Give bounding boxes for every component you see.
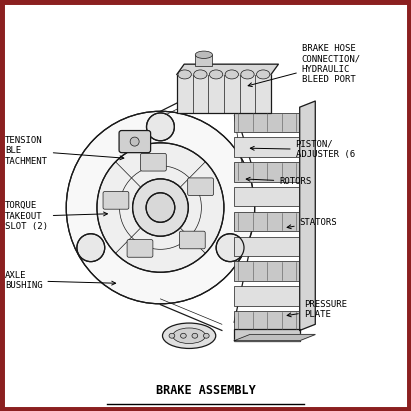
Bar [234, 311, 300, 330]
Ellipse shape [173, 328, 206, 344]
Polygon shape [300, 101, 315, 330]
FancyBboxPatch shape [141, 153, 166, 171]
FancyBboxPatch shape [103, 192, 129, 209]
Text: TENSION
BLE
TACHMENT: TENSION BLE TACHMENT [5, 136, 124, 166]
Ellipse shape [133, 179, 188, 236]
Ellipse shape [216, 234, 244, 262]
Ellipse shape [192, 333, 198, 338]
Text: STATORS: STATORS [287, 218, 337, 229]
FancyBboxPatch shape [188, 178, 213, 196]
Ellipse shape [146, 113, 174, 141]
Ellipse shape [210, 70, 223, 79]
Bar [195, 55, 212, 66]
Ellipse shape [130, 137, 139, 146]
FancyBboxPatch shape [119, 131, 150, 152]
Ellipse shape [162, 323, 216, 349]
Ellipse shape [195, 51, 212, 58]
Bar [234, 113, 300, 132]
Bar [234, 261, 300, 281]
Ellipse shape [178, 70, 192, 79]
Ellipse shape [97, 143, 224, 272]
FancyBboxPatch shape [179, 231, 205, 249]
Bar [234, 162, 300, 182]
Text: BRAKE HOSE
CONNECTION/
HYDRAULIC
BLEED PORT: BRAKE HOSE CONNECTION/ HYDRAULIC BLEED P… [248, 44, 361, 87]
Bar [234, 137, 300, 157]
Bar [234, 237, 300, 256]
FancyBboxPatch shape [127, 240, 153, 257]
Bar [234, 329, 300, 341]
Text: AXLE
BUSHING: AXLE BUSHING [5, 271, 115, 291]
Polygon shape [177, 64, 278, 74]
Bar [234, 286, 300, 306]
Ellipse shape [194, 70, 207, 79]
Bar [234, 187, 300, 206]
Text: ROTORS: ROTORS [246, 177, 312, 186]
Bar [177, 74, 271, 113]
Ellipse shape [225, 70, 238, 79]
Ellipse shape [66, 111, 255, 304]
Ellipse shape [146, 193, 175, 222]
Ellipse shape [180, 333, 186, 338]
Polygon shape [234, 335, 315, 341]
Text: TORQUE
TAKEOUT
SLOT (2): TORQUE TAKEOUT SLOT (2) [5, 201, 107, 231]
Ellipse shape [256, 70, 270, 79]
Ellipse shape [169, 333, 175, 338]
Ellipse shape [241, 70, 254, 79]
Bar [234, 212, 300, 231]
Text: BRAKE ASSEMBLY: BRAKE ASSEMBLY [156, 384, 255, 397]
Ellipse shape [203, 333, 209, 338]
Ellipse shape [77, 234, 105, 262]
Text: PISTON/
ADJUSTER (6: PISTON/ ADJUSTER (6 [250, 140, 355, 159]
Text: PRESSURE
PLATE: PRESSURE PLATE [287, 300, 347, 319]
